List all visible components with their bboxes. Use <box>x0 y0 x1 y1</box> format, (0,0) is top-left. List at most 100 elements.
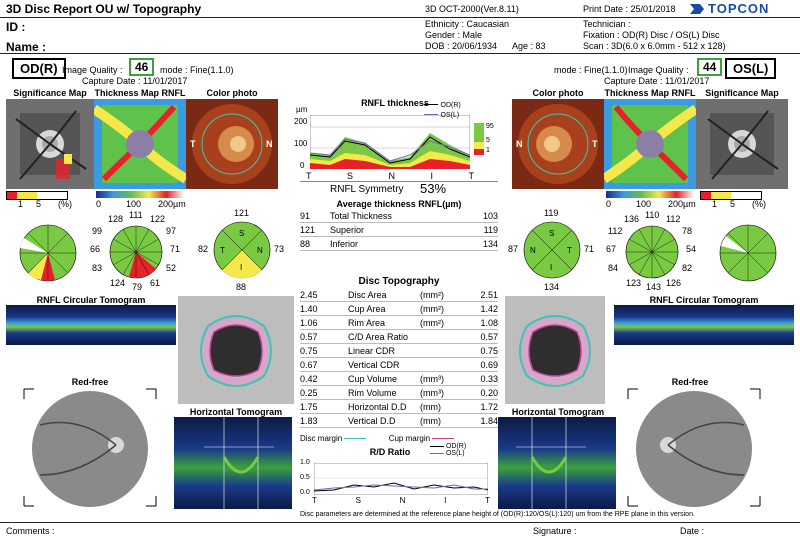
os-clock-11: 136 <box>624 214 640 224</box>
topo-unit: (mm) <box>420 413 460 428</box>
os-thick-title: Thickness Map RNFL <box>604 88 696 98</box>
rd-ytick-05: 0.5 <box>300 474 310 481</box>
topo-label: Cup Volume <box>348 371 420 386</box>
os-tomo-title: RNFL Circular Tomogram <box>649 295 759 305</box>
od-sig-pct: (%) <box>58 199 72 209</box>
topo-table: 2.45 Disc Area (mm²) 2.51 1.40 Cup Area (mm²) 1… <box>300 288 498 428</box>
od-quad-n: 73 <box>274 244 285 254</box>
od-clock-3: 71 <box>170 244 181 254</box>
svg-text:N: N <box>530 246 536 255</box>
topo-od-value: 1.75 <box>300 399 348 414</box>
topo-row: 0.25 Rim Volume (mm³) 0.20 <box>300 385 498 400</box>
od-photo-n-label: N <box>266 139 273 149</box>
svg-text:S: S <box>239 229 244 238</box>
rd-xtick-n: N <box>399 496 406 505</box>
topo-row: 0.57 C/D Area Ratio 0.57 <box>300 329 498 344</box>
od-redfree-title: Red-free <box>71 377 109 387</box>
od-sig-1: 1 <box>18 199 24 209</box>
rd-plot-area <box>314 463 488 495</box>
rd-legend-os: OS(L) <box>445 450 465 457</box>
topo-os-value: 1.84 <box>460 413 498 428</box>
os-sig-1: 1 <box>712 199 718 209</box>
od-sig-5: 5 <box>36 199 42 209</box>
topo-label: C/D Area Ratio <box>348 329 420 344</box>
os-significance-map <box>696 99 788 189</box>
od-clock-circle <box>109 225 163 279</box>
signature-label: Signature : <box>533 526 577 536</box>
os-iq-label: Image Quality : <box>628 65 689 75</box>
os-redfree-image <box>624 385 764 510</box>
os-clock-8: 84 <box>608 263 619 273</box>
os-clock-5: 126 <box>666 278 682 288</box>
od-color-title: Color photo <box>206 88 258 98</box>
od-thickness-map <box>94 99 186 189</box>
ethnicity: Ethnicity : Caucasian <box>425 19 510 29</box>
os-quad-i: 134 <box>544 282 560 292</box>
rnfl-pct-bar <box>474 123 484 156</box>
print-date: Print Date : 25/01/2018 <box>583 4 676 14</box>
avg-row: 121 Superior 119 <box>300 222 498 237</box>
rnfl-chart-title: RNFL thickness <box>361 98 429 108</box>
topo-os-value: 0.69 <box>460 357 498 372</box>
topo-os-value: 1.08 <box>460 315 498 330</box>
od-clock-chart: 111 122 97 71 52 61 79 124 83 66 99 128 <box>88 210 184 294</box>
os-quad-s: 119 <box>544 208 559 218</box>
os-clock-7: 123 <box>626 278 642 288</box>
disc-margin-label: Disc margin <box>300 434 343 443</box>
rnfl-xtick-n: N <box>388 171 395 181</box>
symmetry-label: RNFL Symmetry <box>330 184 404 195</box>
od-htomo-title: Horizontal Tomogram <box>189 407 283 417</box>
od-quad-t: 82 <box>198 244 209 254</box>
disc-margin-swatch <box>344 438 367 440</box>
margin-legend: Disc margin Cup margin <box>300 434 498 443</box>
topo-label: Horizontal D.D <box>348 399 420 414</box>
rd-ytick-1: 1.0 <box>300 459 310 466</box>
report-title: 3D Disc Report OU w/ Topography <box>6 2 202 16</box>
id-label: ID : <box>6 20 26 34</box>
od-clock-5: 61 <box>150 278 161 288</box>
os-thick-scale: 0 100 200µm <box>606 191 696 209</box>
topo-unit: (mm) <box>420 399 460 414</box>
os-image-quality: 44 <box>697 58 723 76</box>
topo-row: 2.45 Disc Area (mm²) 2.51 <box>300 288 498 302</box>
topo-unit: (mm²) <box>420 301 460 316</box>
avg-row: 88 Inferior 134 <box>300 236 498 251</box>
od-tomo-title: RNFL Circular Tomogram <box>36 295 146 305</box>
rnfl-thickness-chart: µm 200 100 0 95 5 1 OD(R) OS(L) T S N I … <box>294 102 502 187</box>
os-horizontal-tomogram <box>498 417 616 509</box>
avg-row: 91 Total Thickness 103 <box>300 209 498 223</box>
topo-row: 0.75 Linear CDR 0.75 <box>300 343 498 358</box>
topo-od-value: 1.06 <box>300 315 348 330</box>
topo-row: 0.67 Vertical CDR 0.69 <box>300 357 498 372</box>
svg-text:T: T <box>567 246 572 255</box>
topo-od-value: 0.67 <box>300 357 348 372</box>
od-clock-12: 111 <box>129 210 143 220</box>
od-sig-scale: 1 5 (%) <box>6 191 94 209</box>
od-th-200: 200µm <box>158 199 186 209</box>
topo-os-value: 0.20 <box>460 385 498 400</box>
os-thickness-map <box>604 99 696 189</box>
os-quadrant-circle: S N I T <box>523 221 581 279</box>
os-photo-t-label: T <box>592 139 598 149</box>
od-image-quality: 46 <box>129 58 155 76</box>
topo-os-value: 0.57 <box>460 329 498 344</box>
topo-unit <box>420 329 460 344</box>
rnfl-ytick-200: 200 <box>294 117 308 126</box>
rnfl-x-ticks: T S N I T <box>306 171 474 181</box>
footnote: Disc parameters are determined at the re… <box>300 511 695 518</box>
cup-margin-swatch <box>432 438 455 440</box>
topo-od-value: 0.75 <box>300 343 348 358</box>
rnfl-legend-od: OD(R) <box>440 102 461 109</box>
avg-os-value: 103 <box>448 209 498 223</box>
rd-legend-od: OD(R) <box>445 443 467 450</box>
topo-label: Rim Area <box>348 315 420 330</box>
od-th-100: 100 <box>126 199 142 209</box>
os-color-photo: N T <box>512 99 604 189</box>
os-quadrant-chart: S N I T 119 87 134 71 <box>506 208 596 296</box>
topo-label: Vertical CDR <box>348 357 420 372</box>
os-quad-t: 71 <box>584 244 595 254</box>
rd-xtick-t2: T <box>485 496 490 505</box>
od-thick-title: Thickness Map RNFL <box>94 88 186 98</box>
rd-x-ticks: T S N I T <box>312 496 490 505</box>
symmetry-divider <box>300 181 498 182</box>
